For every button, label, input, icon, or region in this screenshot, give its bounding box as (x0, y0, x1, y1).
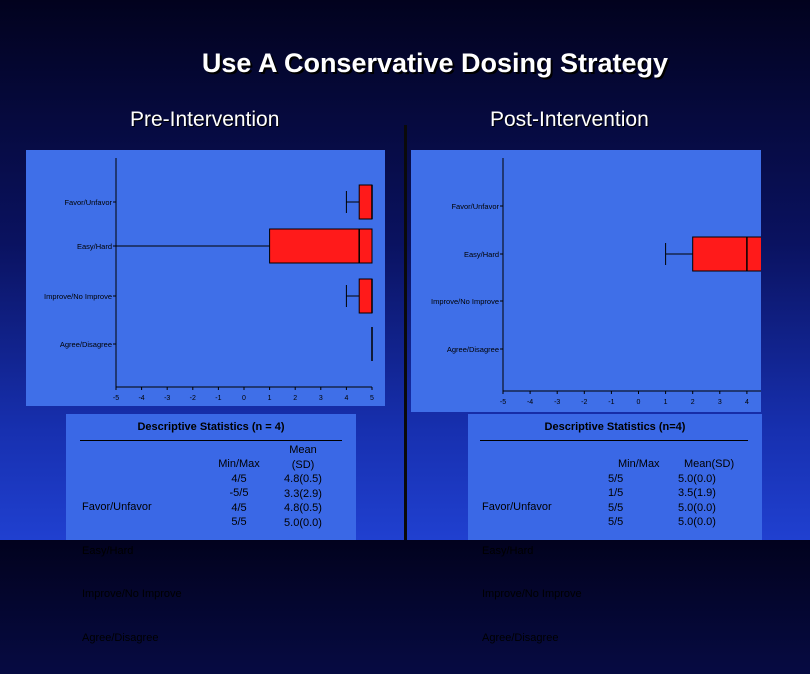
x-tick-label: -5 (500, 399, 506, 406)
stats-minmax-column: Min/Max 5/5 1/5 5/5 5/5 (608, 457, 674, 530)
box (692, 236, 761, 272)
stats-mean: 4.8(0.5) (284, 473, 322, 485)
stats-rule (80, 440, 342, 441)
stats-mean: 4.8(0.5) (284, 502, 322, 514)
x-tick-label: 3 (718, 399, 722, 406)
plot-background (26, 150, 385, 406)
stats-minmax-column: Min/Max 4/5 -5/5 4/5 5/5 (214, 457, 264, 530)
stats-minmax: -5/5 (229, 487, 249, 499)
x-tick-label: 2 (691, 399, 695, 406)
panel-title-post: Post-Intervention (490, 108, 649, 131)
stats-label: Favor/Unfavor (82, 501, 152, 513)
x-tick-label: -4 (527, 399, 533, 406)
stats-mean: 5.0(0.0) (678, 516, 716, 528)
box (358, 278, 373, 314)
x-tick-label: -1 (608, 399, 614, 406)
x-tick-label: 5 (370, 395, 374, 402)
stats-label: Agree/Disagree (82, 631, 159, 644)
x-tick-label: -3 (554, 399, 560, 406)
stats-rule (480, 440, 748, 441)
x-tick-label: -2 (190, 395, 196, 402)
stats-col-header: Mean (SD) (289, 444, 317, 471)
x-tick-label: -3 (164, 395, 170, 402)
x-tick-label: -2 (581, 399, 587, 406)
stats-col-header: Mean(SD) (684, 458, 735, 470)
stats-header: Descriptive Statistics (n = 4) (137, 421, 285, 433)
stats-minmax: 5/5 (608, 501, 624, 514)
stats-label: Improve/No Improve (482, 588, 582, 600)
stats-label: Agree/Disagree (482, 631, 559, 644)
stats-mean: 3.5(1.9) (678, 487, 716, 499)
category-label: Agree/Disagree (447, 345, 499, 354)
stats-mean-column: Mean(SD) 5.0(0.0) 3.5(1.9) 5.0(0.0) 5.0(… (678, 457, 754, 530)
x-tick-label: 4 (344, 395, 348, 402)
x-tick-label: 4 (745, 399, 749, 406)
category-label: Easy/Hard (77, 242, 112, 251)
stats-mean: 5.0(0.0) (678, 472, 716, 485)
stats-minmax: 4/5 (231, 501, 247, 514)
stats-col-header: Min/Max (218, 458, 260, 470)
stats-minmax: 1/5 (608, 487, 624, 499)
x-tick-label: -1 (215, 395, 221, 402)
x-tick-label: 2 (293, 395, 297, 402)
x-tick-label: 0 (242, 395, 246, 402)
category-label: Improve/No Improve (44, 292, 112, 301)
stats-minmax: 5/5 (608, 472, 624, 485)
x-tick-label: -4 (138, 395, 144, 402)
x-tick-label: 1 (664, 399, 668, 406)
stats-label: Improve/No Improve (82, 588, 182, 600)
stats-label: Favor/Unfavor (482, 501, 552, 513)
pre-intervention-box-plot: -5 -4 -3 -2 -1 0 1 2 3 4 5 Favor/Unfavor Easy/Hard Im… (26, 150, 385, 406)
panel-divider (404, 125, 407, 540)
x-tick-label: 3 (319, 395, 323, 402)
stats-mean: 3.3(2.9) (284, 487, 322, 500)
post-descriptive-stats: Descriptive Statistics (n=4) Favor/Unfav… (468, 414, 762, 644)
slide-title: Use A Conservative Dosing Strategy (201, 48, 669, 78)
x-tick-label: 0 (637, 399, 641, 406)
category-label: Favor/Unfavor (451, 202, 499, 211)
stats-mean-column: Mean (SD) 4.8(0.5) 3.3(2.9) 4.8(0.5) 5.0… (272, 443, 334, 530)
panel-title-pre: Pre-Intervention (130, 108, 280, 131)
stats-minmax: 5/5 (231, 516, 247, 528)
plot-background (411, 150, 761, 412)
stats-row-labels: Favor/Unfavor Easy/Hard Improve/No Impro… (482, 471, 582, 674)
x-tick-label: 1 (268, 395, 272, 402)
stats-label: Easy/Hard (82, 544, 134, 557)
stats-col-header: Min/Max (618, 458, 660, 470)
stats-minmax: 4/5 (231, 472, 247, 485)
stats-mean: 5.0(0.0) (678, 501, 716, 514)
box (269, 228, 373, 264)
stats-row-labels: Favor/Unfavor Easy/Hard Improve/No Impro… (82, 471, 182, 674)
stats-minmax: 5/5 (608, 516, 624, 528)
x-tick-label: -5 (113, 395, 119, 402)
stats-header: Descriptive Statistics (n=4) (544, 421, 686, 433)
box (358, 184, 373, 220)
category-label: Agree/Disagree (60, 340, 112, 349)
category-label: Favor/Unfavor (64, 198, 112, 207)
stats-mean: 5.0(0.0) (284, 516, 322, 529)
category-label: Easy/Hard (464, 250, 499, 259)
stats-label: Easy/Hard (482, 544, 534, 557)
category-label: Improve/No Improve (431, 297, 499, 306)
post-intervention-box-plot: -5-4-3-2-1012345Favor/UnfavorEasy/HardIm… (411, 150, 761, 412)
pre-descriptive-stats: Descriptive Statistics (n = 4) Favor/Unf… (66, 414, 356, 644)
